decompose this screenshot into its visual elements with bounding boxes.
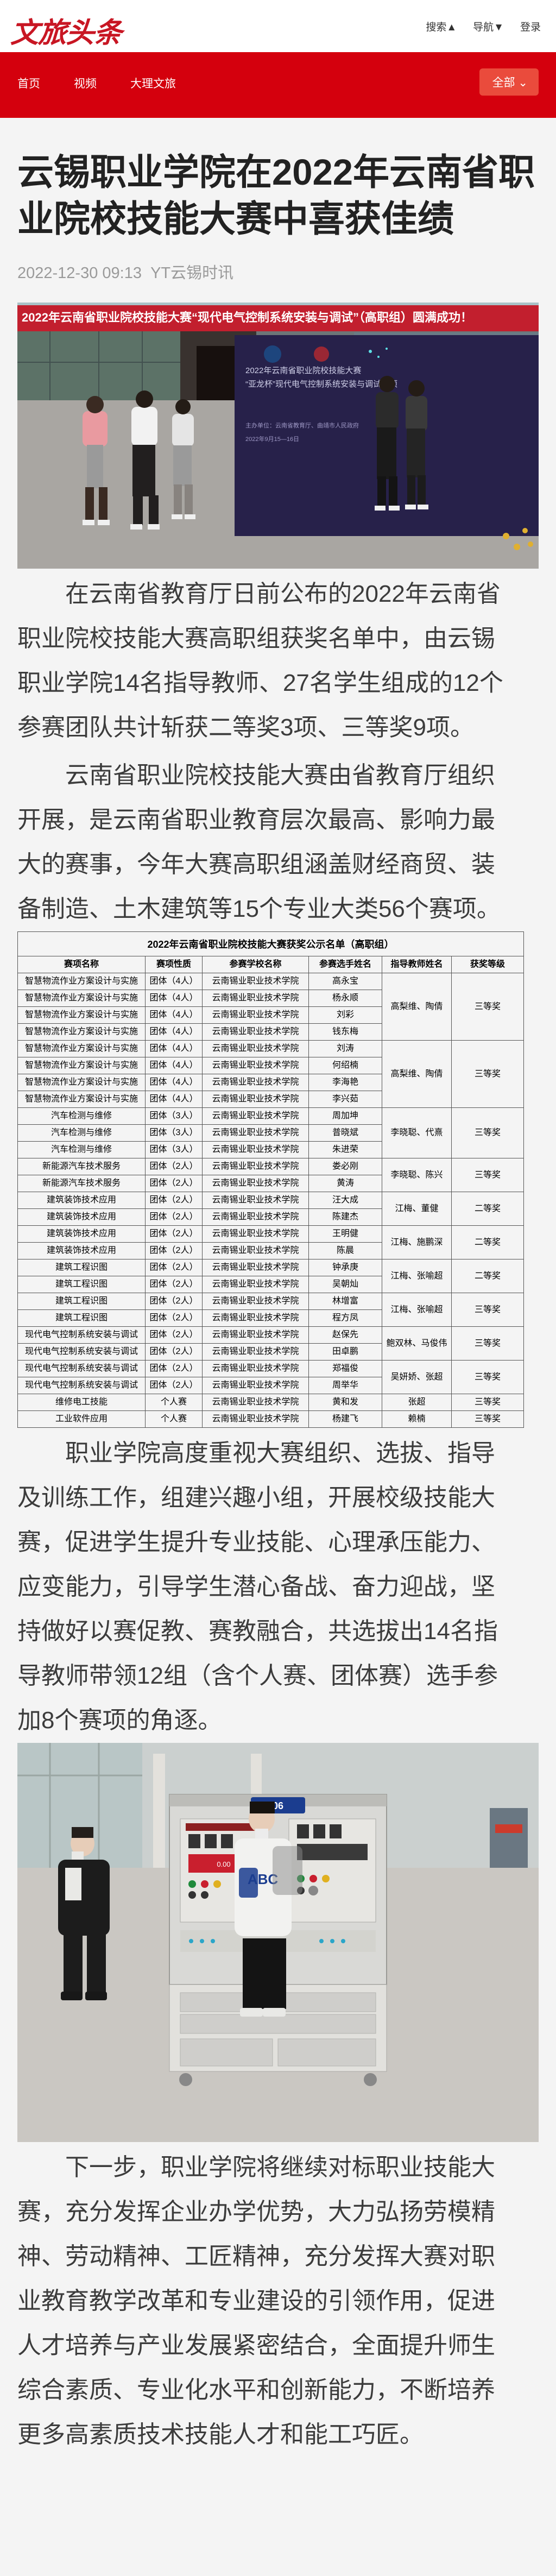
svg-text:0.00: 0.00 [217,1860,230,1868]
svg-text:2022年9月15—16日: 2022年9月15—16日 [245,435,299,443]
svg-text:2022年云南省职业院校技能大赛: 2022年云南省职业院校技能大赛 [245,366,361,375]
svg-text:“亚龙杯”现代电气控制系统安装与调试赛项: “亚龙杯”现代电气控制系统安装与调试赛项 [245,380,397,389]
svg-text:主办单位：云南省教育厅、曲靖市人民政府: 主办单位：云南省教育厅、曲靖市人民政府 [245,421,359,429]
svg-text:2022年云南省职业院校技能大赛“现代电气控制系统安装与调试: 2022年云南省职业院校技能大赛“现代电气控制系统安装与调试”（高职组）圆满成功… [22,311,472,324]
